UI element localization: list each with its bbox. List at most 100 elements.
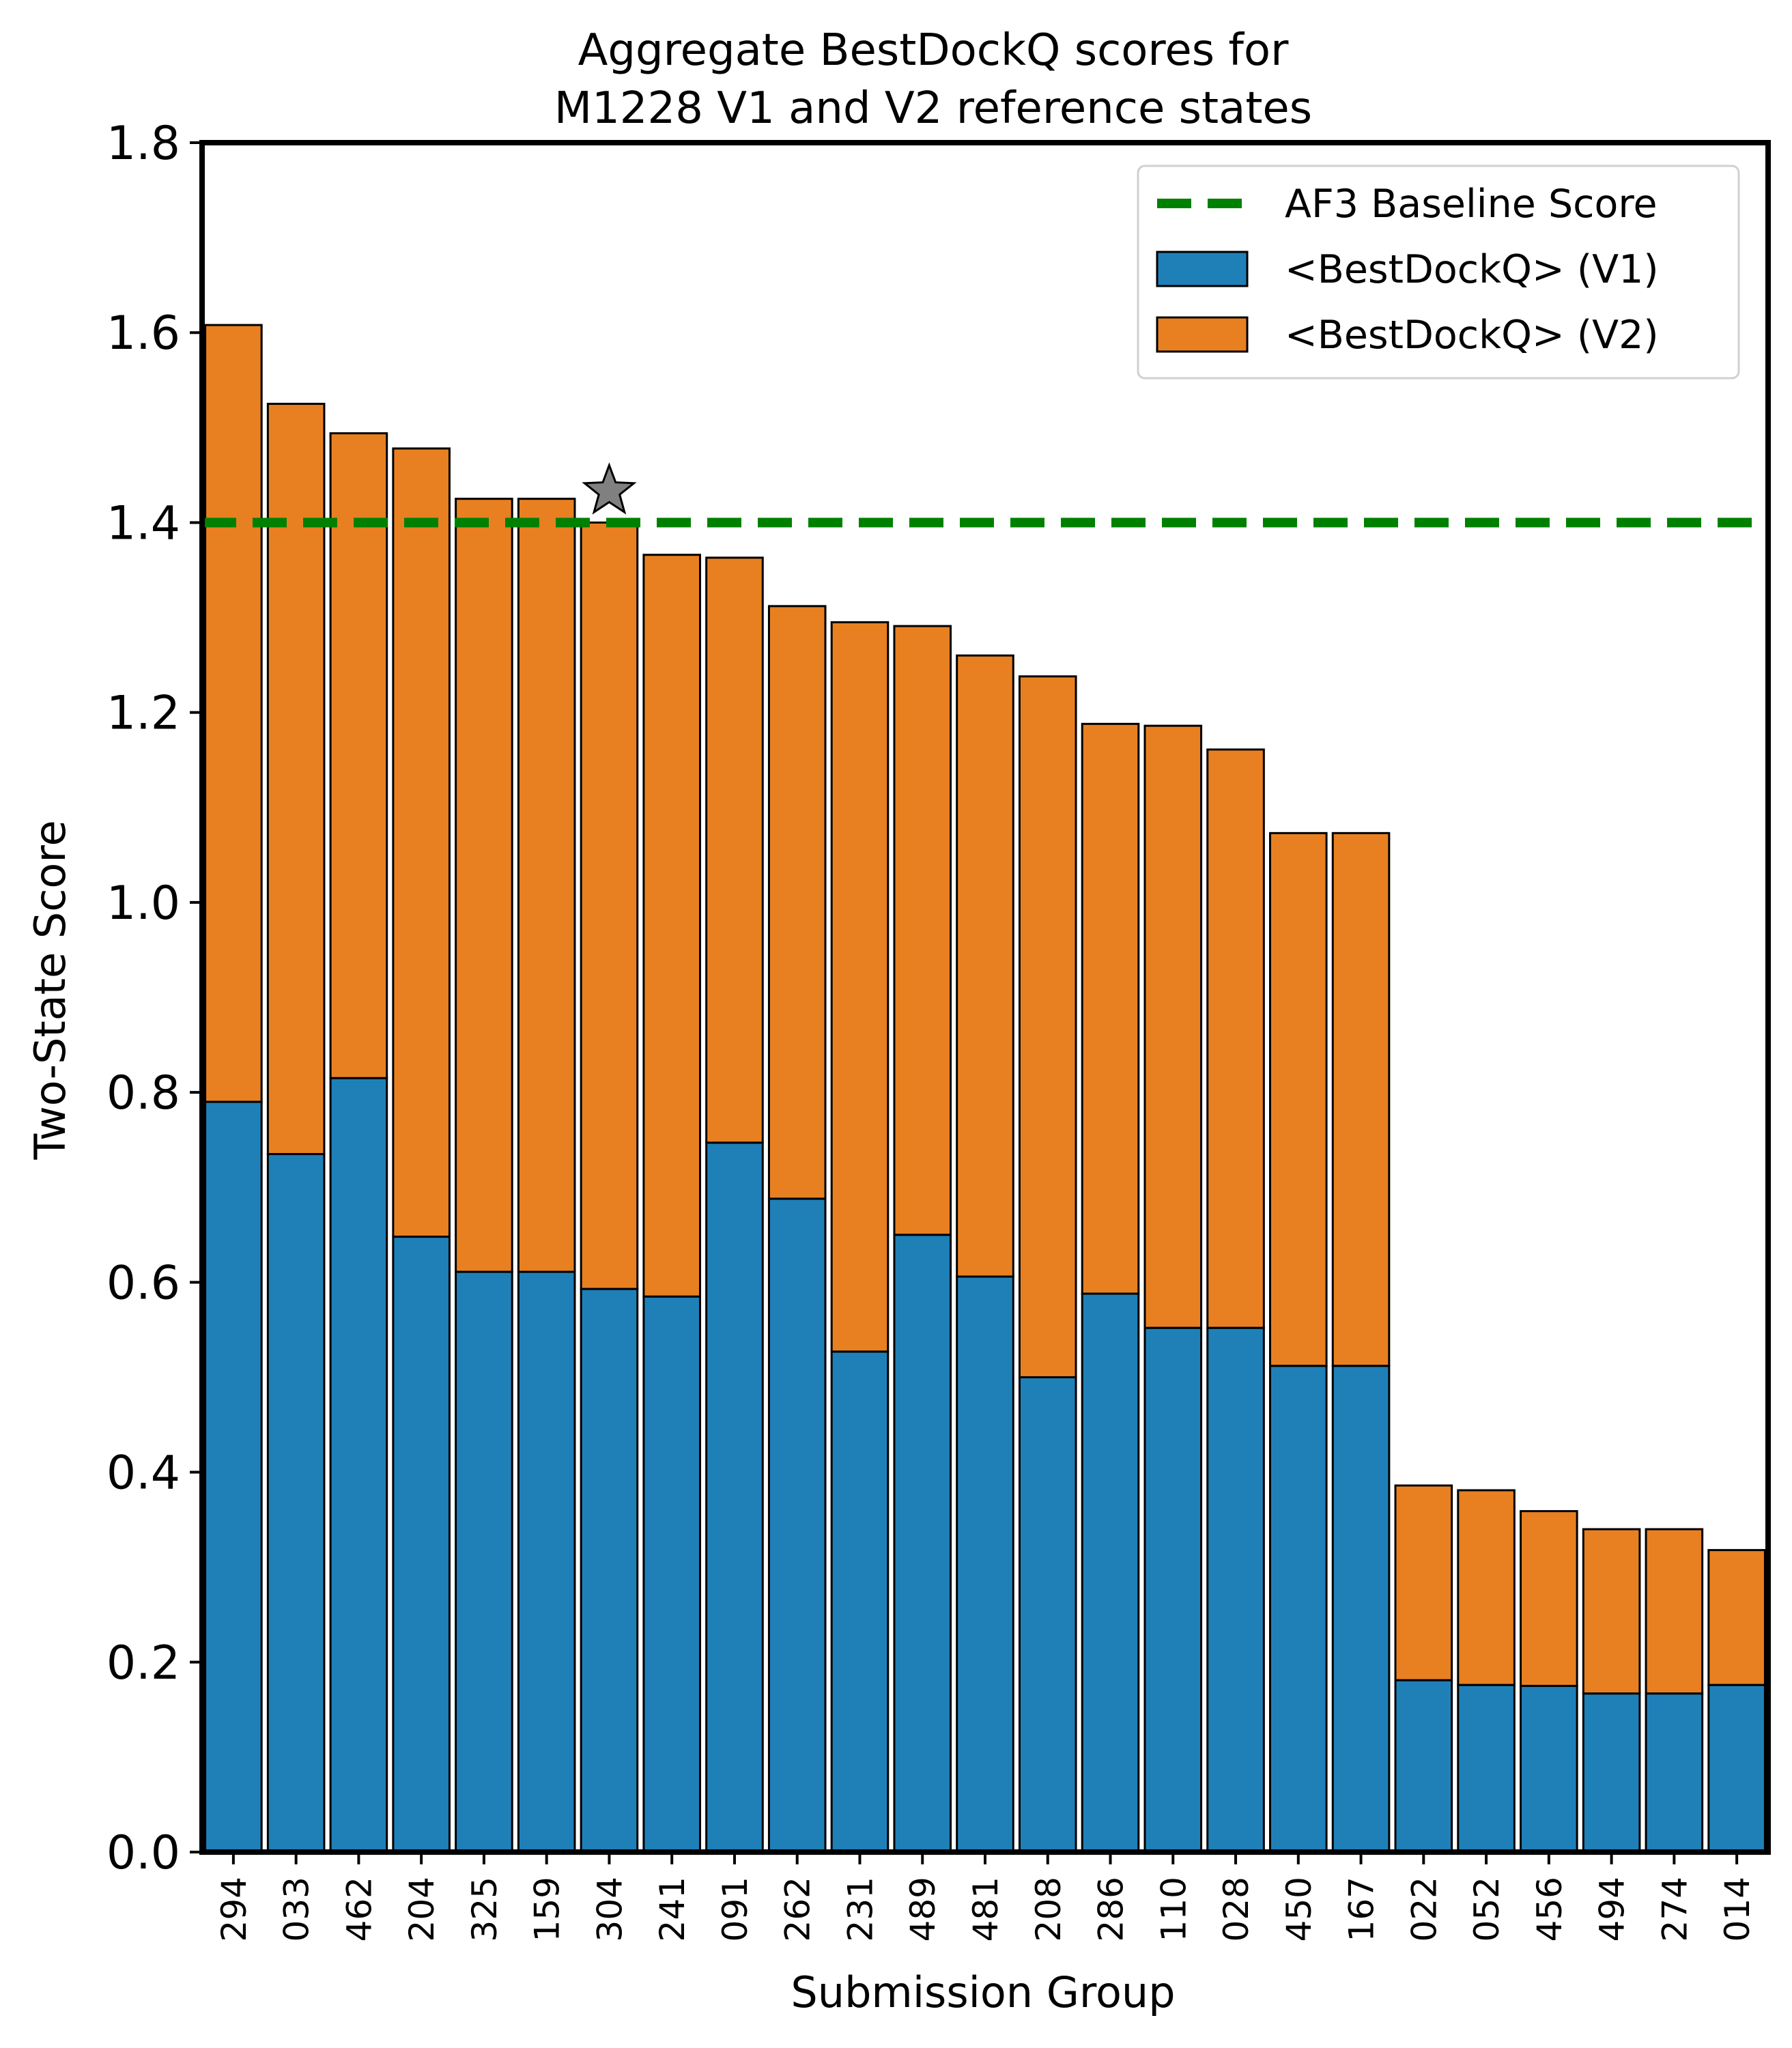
y-tick-label: 1.4 <box>106 496 180 550</box>
bar-481-v1 <box>956 1275 1014 1853</box>
x-tick-label: 294 <box>214 1877 254 1942</box>
bar-450-v1 <box>1269 1365 1328 1853</box>
y-tick-label: 0.4 <box>106 1447 180 1501</box>
bar-304-v2 <box>580 521 639 1290</box>
legend-swatch-v2 <box>1156 316 1249 353</box>
bar-241-v1 <box>642 1295 701 1853</box>
bar-091-v1 <box>705 1141 764 1853</box>
x-tick-label: 450 <box>1279 1877 1319 1942</box>
legend-swatch-v1 <box>1156 251 1249 287</box>
x-tick-label: 052 <box>1467 1877 1507 1942</box>
x-tick-label: 286 <box>1092 1877 1131 1942</box>
bar-462-v1 <box>329 1077 388 1853</box>
x-axis-label: Submission Group <box>791 1967 1175 2017</box>
y-axis-ticks: 0.0 0.2 0.4 0.6 0.8 1.0 1.2 1.4 1.6 1.8 <box>106 117 202 1880</box>
legend-box <box>1137 165 1740 380</box>
y-tick-label: 1.8 <box>106 117 180 171</box>
y-tick-label: 0.0 <box>106 1826 180 1880</box>
bar-494-v2 <box>1582 1528 1641 1695</box>
x-tick-label: 033 <box>277 1877 317 1942</box>
bar-286-v2 <box>1081 722 1140 1295</box>
x-tick-label: 304 <box>590 1877 629 1942</box>
x-tick-label: 231 <box>840 1877 880 1942</box>
bar-231-v1 <box>830 1350 890 1853</box>
bars-layer <box>204 324 1766 1853</box>
y-tick-label: 0.8 <box>106 1066 180 1120</box>
bar-325-v2 <box>455 498 513 1273</box>
x-tick-label: 262 <box>778 1877 818 1942</box>
bar-028-v1 <box>1206 1326 1265 1853</box>
x-tick-label: 456 <box>1530 1877 1569 1942</box>
chart-title-line-1: Aggregate BestDockQ scores for <box>578 25 1289 76</box>
y-tick-label: 1.2 <box>106 687 180 741</box>
x-axis-ticks: 294 033 462 204 325 159 304 241 091 262 231 489 481 2… <box>214 1852 1757 1942</box>
legend-label-v1: <BestDockQ> (V1) <box>1285 247 1659 292</box>
bar-110-v1 <box>1143 1326 1203 1853</box>
marker-layer <box>582 462 637 515</box>
x-tick-label: 159 <box>528 1877 567 1942</box>
bar-494-v1 <box>1582 1692 1641 1853</box>
bar-052-v1 <box>1457 1683 1516 1853</box>
bar-262-v2 <box>767 605 827 1200</box>
bar-304-v1 <box>580 1288 639 1853</box>
bar-014-v2 <box>1707 1549 1766 1686</box>
bar-022-v1 <box>1394 1679 1453 1853</box>
bar-294-v1 <box>204 1100 263 1853</box>
bar-286-v1 <box>1081 1292 1140 1853</box>
legend-label-v2: <BestDockQ> (V2) <box>1285 313 1659 358</box>
bar-159-v1 <box>517 1270 576 1853</box>
bar-033-v2 <box>266 403 326 1156</box>
bar-241-v2 <box>642 554 701 1298</box>
y-tick-label: 1.0 <box>106 877 180 930</box>
bar-325-v1 <box>455 1270 513 1853</box>
bar-456-v1 <box>1520 1685 1578 1853</box>
x-tick-label: 204 <box>402 1877 442 1942</box>
bar-231-v2 <box>830 621 890 1353</box>
x-tick-label: 014 <box>1718 1877 1757 1942</box>
x-tick-label: 494 <box>1593 1877 1632 1942</box>
y-axis-label: Two-State Score <box>25 820 75 1160</box>
x-tick-label: 489 <box>903 1877 943 1942</box>
x-tick-label: 325 <box>465 1877 504 1942</box>
y-tick-label: 0.2 <box>106 1636 180 1690</box>
x-tick-label: 481 <box>966 1877 1006 1942</box>
bar-462-v2 <box>329 432 388 1079</box>
bar-204-v1 <box>392 1236 451 1853</box>
bar-033-v1 <box>266 1153 326 1853</box>
bar-262-v1 <box>767 1197 827 1853</box>
bar-167-v1 <box>1331 1365 1391 1853</box>
bar-014-v1 <box>1707 1683 1766 1853</box>
x-tick-label: 274 <box>1655 1877 1694 1942</box>
bar-294-v2 <box>204 324 263 1103</box>
x-tick-label: 208 <box>1029 1877 1068 1942</box>
legend: AF3 Baseline Score <BestDockQ> (V1) <BestD… <box>1137 165 1740 380</box>
bar-167-v2 <box>1331 831 1391 1367</box>
bar-481-v2 <box>956 654 1014 1278</box>
bar-110-v2 <box>1143 724 1203 1329</box>
legend-label-baseline: AF3 Baseline Score <box>1285 182 1658 227</box>
bar-274-v1 <box>1645 1692 1704 1853</box>
bar-204-v2 <box>392 447 451 1238</box>
bar-052-v2 <box>1457 1489 1516 1686</box>
chart-title: Aggregate BestDockQ scores for M1228 V1 … <box>554 25 1312 134</box>
x-tick-label: 091 <box>715 1877 755 1942</box>
bar-208-v1 <box>1018 1376 1077 1853</box>
x-tick-label: 462 <box>339 1877 379 1942</box>
star-icon <box>582 462 637 515</box>
bar-159-v2 <box>517 498 576 1273</box>
chart-title-line-2: M1228 V1 and V2 reference states <box>554 83 1312 134</box>
y-tick-label: 1.6 <box>106 307 180 360</box>
x-tick-label: 028 <box>1217 1877 1256 1942</box>
bar-456-v2 <box>1520 1510 1578 1688</box>
x-tick-label: 167 <box>1342 1877 1382 1942</box>
bar-091-v2 <box>705 556 764 1144</box>
x-tick-label: 110 <box>1154 1877 1193 1942</box>
bar-274-v2 <box>1645 1528 1704 1695</box>
x-tick-label: 241 <box>653 1877 692 1942</box>
x-tick-label: 022 <box>1404 1877 1444 1942</box>
bar-489-v1 <box>893 1234 952 1853</box>
bar-489-v2 <box>893 625 952 1236</box>
bar-028-v2 <box>1206 748 1265 1329</box>
bar-022-v2 <box>1394 1484 1453 1681</box>
